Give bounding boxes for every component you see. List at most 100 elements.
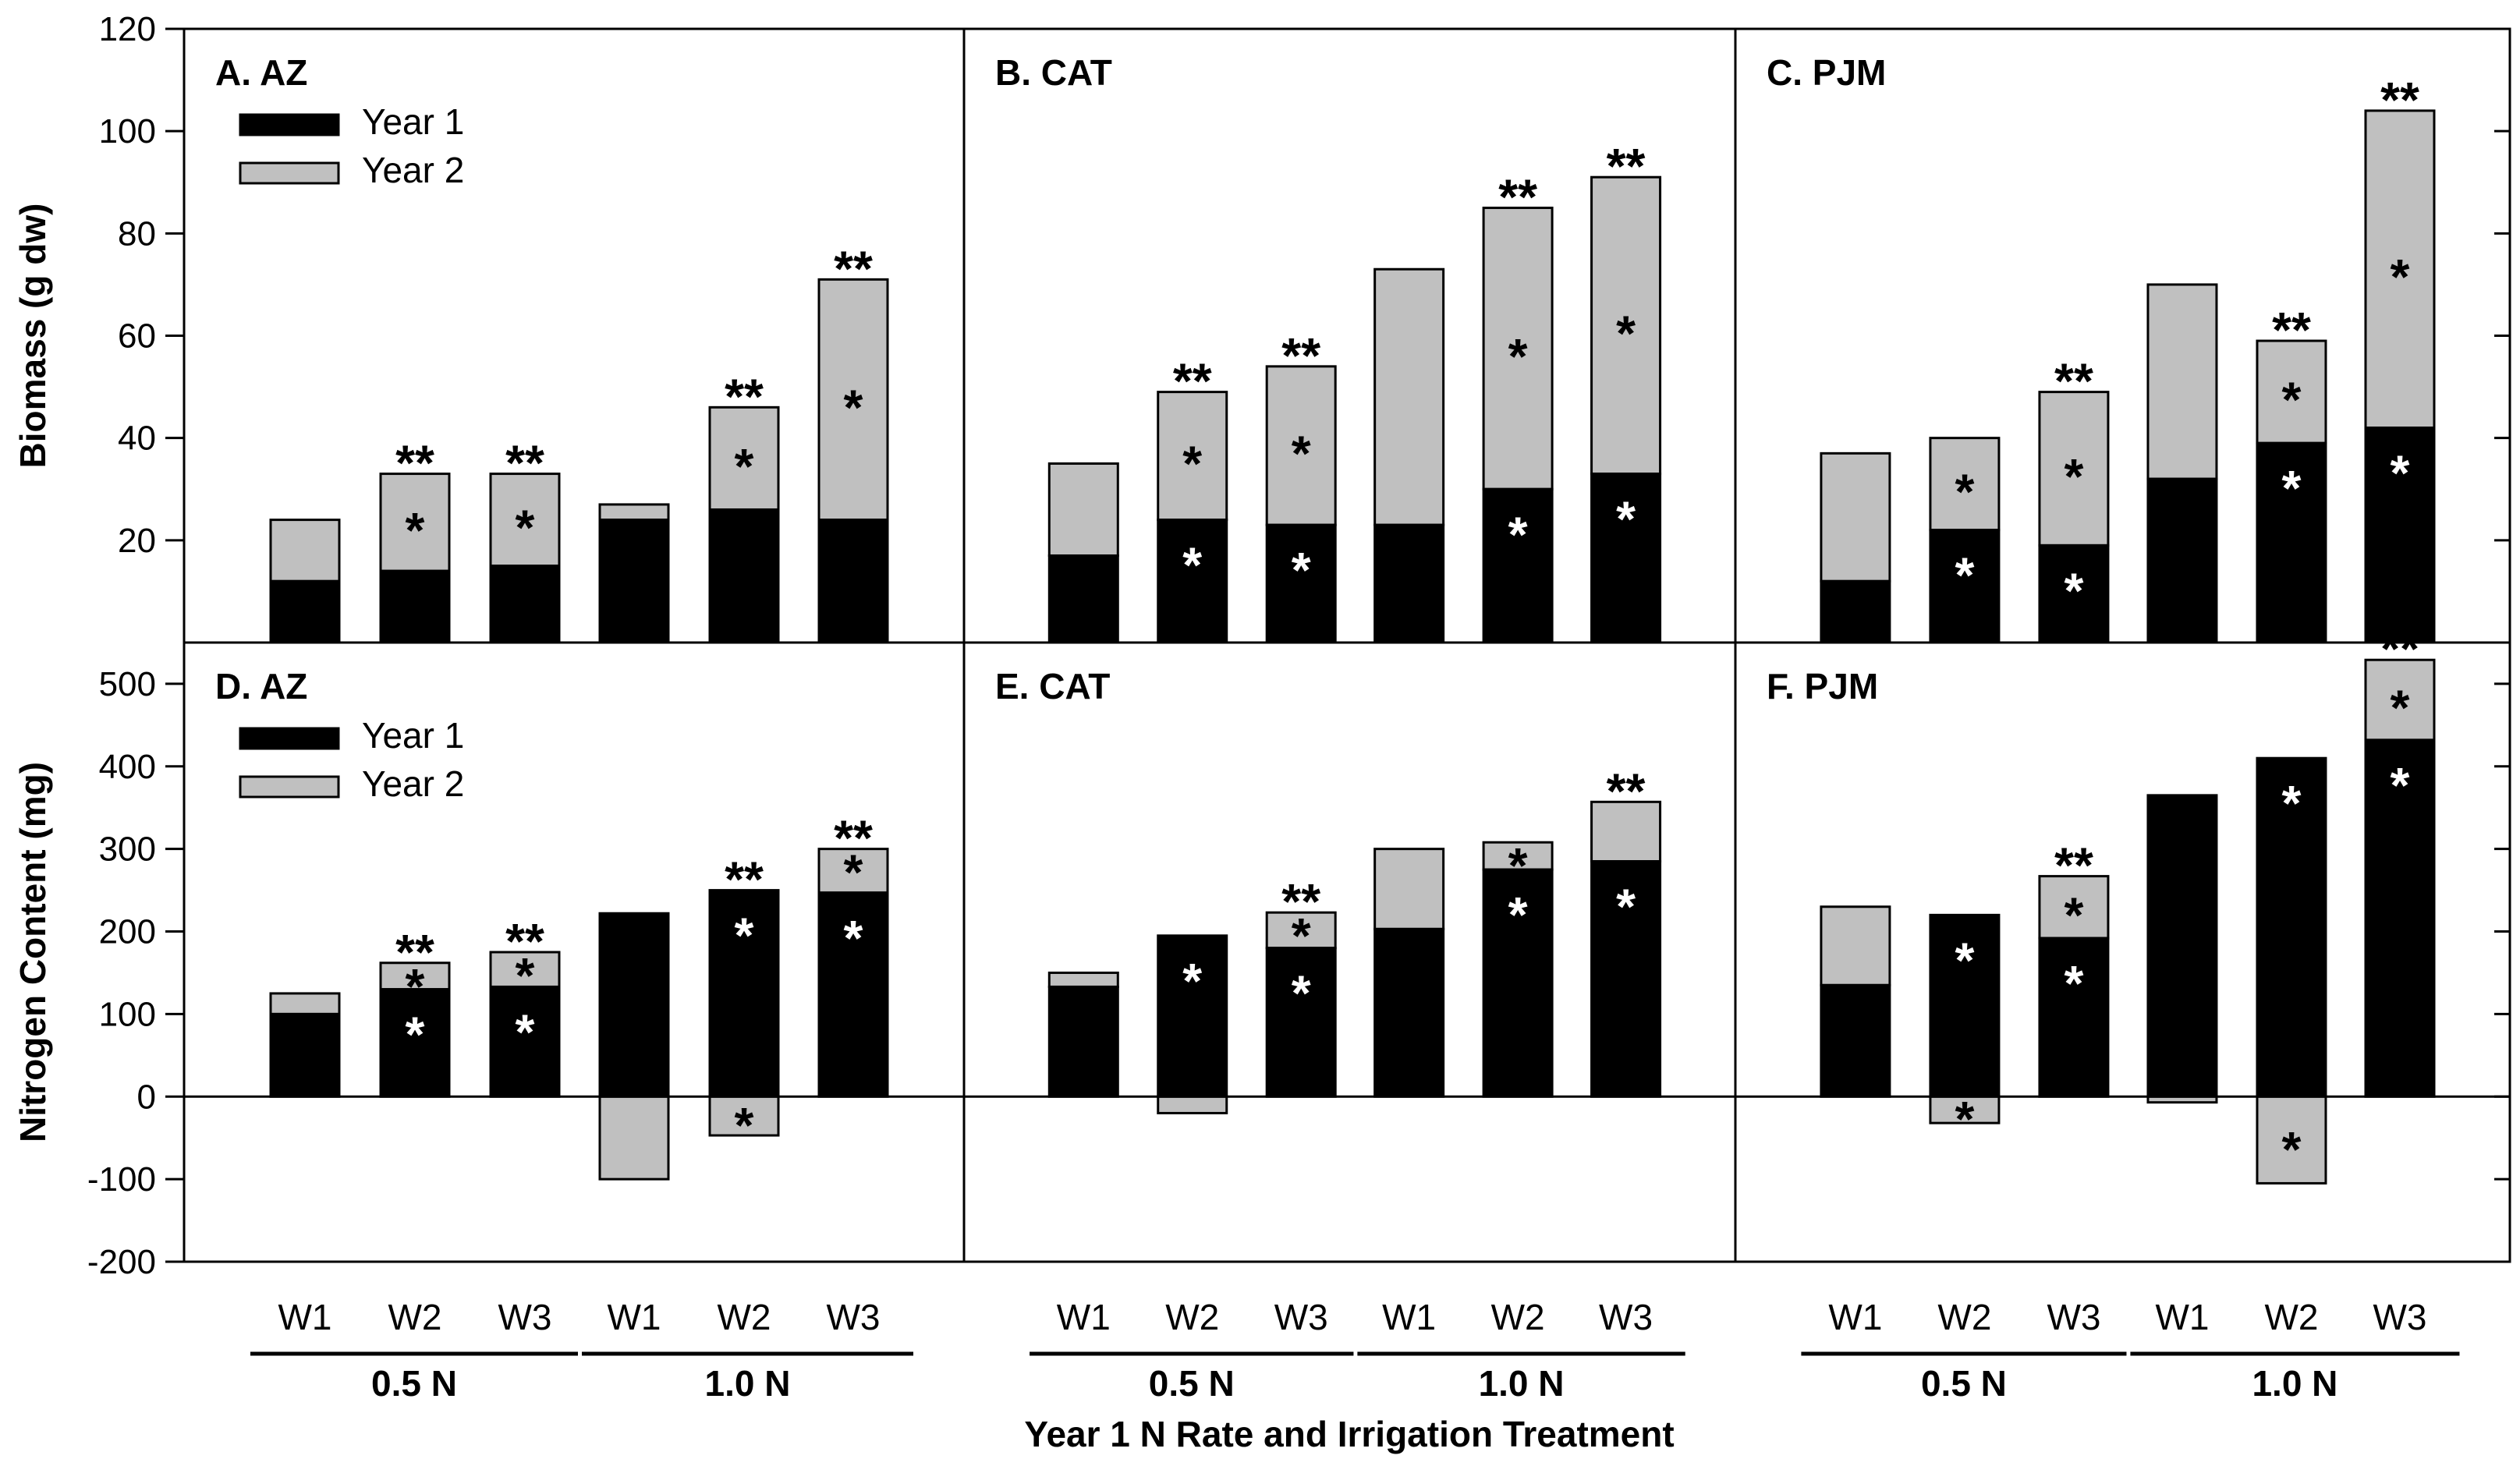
bar-year2	[1929, 437, 2001, 532]
year1-significance-mark: *	[844, 910, 863, 966]
bar-year1	[1047, 554, 1119, 644]
year1-significance-mark: *	[2282, 460, 2302, 516]
year2-significance-mark: *	[406, 502, 425, 558]
bar-year2	[598, 503, 670, 522]
year2-significance-mark: *	[735, 438, 754, 494]
total-significance-mark: **	[395, 435, 434, 491]
year2-significance-mark: *	[516, 947, 535, 1004]
bar-year1	[1157, 519, 1228, 644]
legend-swatch-year2	[239, 161, 340, 185]
year1-significance-mark: *	[2391, 757, 2410, 813]
total-significance-mark: **	[2380, 621, 2419, 677]
bar-year2	[2364, 658, 2436, 742]
bar-year1	[1590, 473, 1662, 644]
bar-year1	[489, 565, 561, 644]
bar-year2	[2364, 109, 2436, 430]
year1-significance-mark: *	[1508, 887, 1528, 943]
x-tick-label: W3	[1599, 1297, 1653, 1337]
year1-significance-mark: *	[1182, 537, 1202, 593]
year1-significance-mark: *	[1955, 547, 1974, 604]
year1-significance-mark: *	[1616, 879, 1636, 935]
year1-significance-mark: *	[1182, 953, 1202, 1009]
y-tick-label: -100	[87, 1160, 156, 1199]
year2-significance-mark: *	[2391, 249, 2410, 305]
bar-year1	[2364, 427, 2436, 644]
group-label: 1.0 N	[1479, 1363, 1565, 1404]
legend-label-year2: Year 2	[362, 150, 464, 190]
x-tick-label: W3	[2373, 1297, 2426, 1337]
bar-year2	[708, 405, 780, 511]
x-tick-label: W2	[388, 1297, 442, 1337]
year2-significance-mark: *	[844, 379, 863, 435]
group-label: 0.5 N	[1149, 1363, 1235, 1404]
bar-year1	[1373, 927, 1445, 1098]
bar-year2	[1820, 452, 1891, 583]
y-axis-title: Biomass (g dw)	[12, 204, 53, 469]
total-significance-mark: **	[505, 913, 544, 969]
bar-year2	[817, 278, 889, 522]
year2-significance-mark: *	[406, 958, 425, 1015]
bar-year2	[1590, 175, 1662, 476]
year2-significance-mark: *	[1955, 464, 1974, 520]
year2-significance-mark: *	[1292, 426, 1311, 482]
bar-year2	[598, 1095, 670, 1181]
total-significance-mark: **	[1607, 138, 1646, 194]
year2-significance-mark: *	[2064, 448, 2083, 505]
bar-year1	[1373, 523, 1445, 644]
x-axis-title: Year 1 N Rate and Irrigation Treatment	[1024, 1414, 1674, 1454]
y-tick-label: 200	[99, 913, 156, 951]
total-significance-mark: **	[834, 810, 873, 866]
bar-year1	[1482, 868, 1554, 1098]
bar-year2	[1157, 1095, 1228, 1114]
year1-significance-mark: *	[1616, 491, 1636, 547]
bar-year1	[379, 569, 451, 644]
bar-year1	[817, 519, 889, 644]
x-tick-label: W1	[1828, 1297, 1882, 1337]
year2-significance-mark: *	[1508, 328, 1528, 384]
x-tick-label: W2	[718, 1297, 771, 1337]
bar-year1	[708, 508, 780, 644]
total-significance-mark: **	[725, 852, 764, 908]
year1-significance-mark: *	[1292, 542, 1311, 598]
year2-significance-mark: *	[516, 500, 535, 556]
bar-year2	[2146, 283, 2218, 480]
bar-year1	[2256, 441, 2327, 644]
bar-year1	[1157, 934, 1228, 1098]
bar-year2	[1590, 800, 1662, 863]
year2-significance-mark: *	[844, 845, 863, 901]
year1-significance-mark: *	[406, 1007, 425, 1063]
x-tick-label: W1	[1382, 1297, 1436, 1337]
bar-year1	[1820, 579, 1891, 644]
x-tick-label: W2	[1937, 1297, 1991, 1337]
x-tick-label: W3	[827, 1297, 881, 1337]
legend-swatch-year1	[239, 727, 340, 750]
year2-significance-mark: *	[1292, 908, 1311, 964]
bar-year1	[269, 579, 341, 644]
bar-year1	[489, 985, 561, 1098]
total-significance-mark: **	[395, 924, 434, 980]
x-tick-label: W2	[1165, 1297, 1219, 1337]
group-label: 1.0 N	[705, 1363, 791, 1404]
year2-significance-mark: *	[735, 1097, 754, 1153]
bar-year2	[1482, 207, 1554, 490]
panel-title: E. CAT	[995, 666, 1110, 706]
y-tick-label: 40	[118, 420, 156, 458]
y-tick-label: 300	[99, 830, 156, 869]
bar-year2	[489, 473, 561, 568]
year2-significance-mark: *	[2282, 1121, 2302, 1177]
bar-year2	[1929, 1095, 2001, 1124]
year1-significance-mark: *	[2064, 955, 2083, 1011]
total-significance-mark: **	[1173, 353, 1212, 409]
bar-year2	[2256, 1095, 2327, 1185]
year2-significance-mark: *	[1182, 436, 1202, 492]
bar-year1	[1047, 985, 1119, 1098]
total-significance-mark: **	[1281, 873, 1320, 930]
x-tick-label: W3	[498, 1297, 552, 1337]
total-significance-mark: **	[2054, 353, 2093, 409]
bar-year1	[1929, 529, 2001, 644]
y-tick-label: 20	[118, 522, 156, 560]
total-significance-mark: **	[1607, 763, 1646, 819]
bar-year2	[1820, 905, 1891, 986]
panel-title: C. PJM	[1767, 52, 1886, 93]
